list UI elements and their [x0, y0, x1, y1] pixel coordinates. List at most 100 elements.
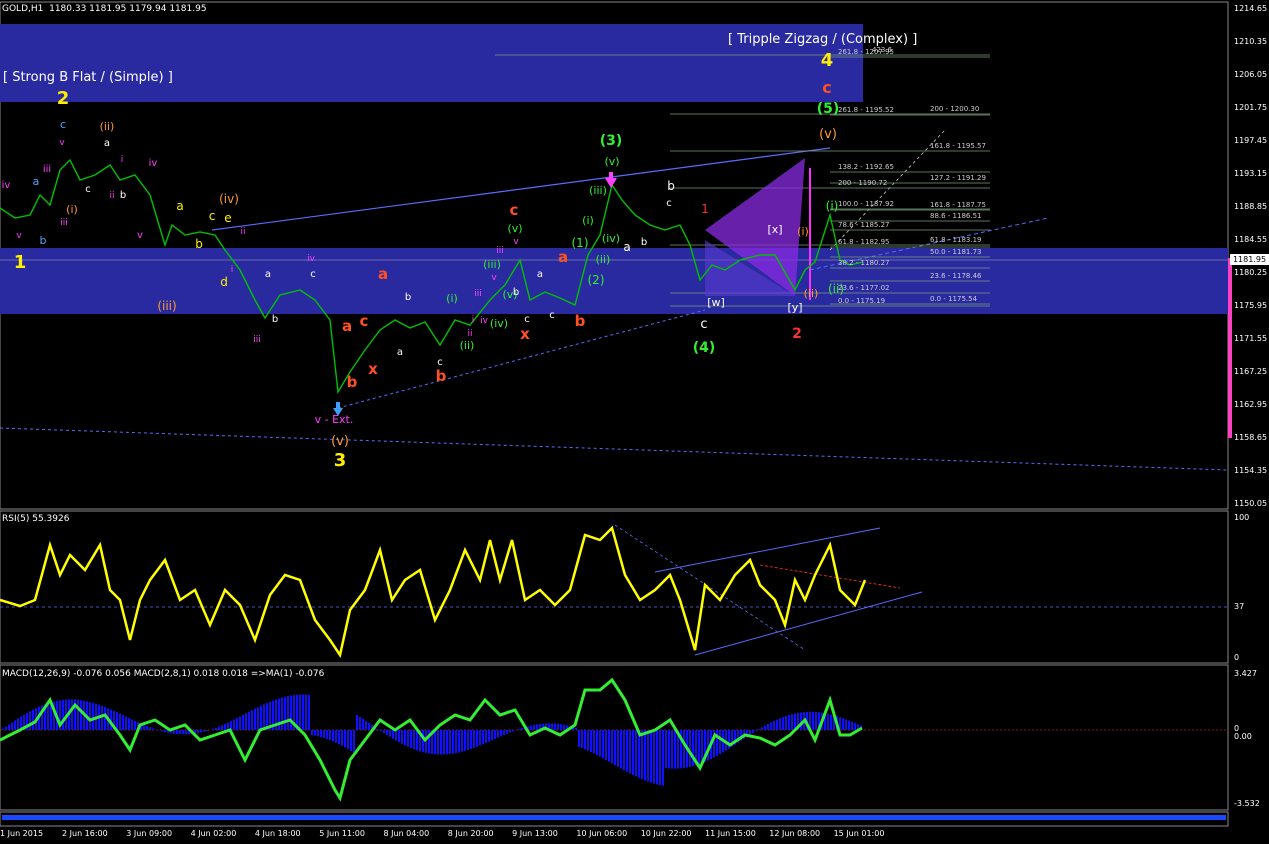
macd-histogram-bar [551, 723, 553, 730]
macd-histogram-bar [662, 730, 664, 786]
macd-histogram-bar [377, 729, 379, 730]
macd-histogram-bar [830, 714, 832, 730]
wave-label: b [405, 292, 411, 303]
wave-label: (v) [819, 127, 837, 142]
macd-histogram-bar [449, 730, 451, 755]
fibonacci-levels [495, 54, 990, 307]
macd-histogram-bar [800, 712, 802, 730]
price-axis-label: 1193.15 [1234, 169, 1268, 178]
price-axis-label: 1180.25 [1234, 268, 1268, 277]
macd-histogram-bar [356, 714, 358, 730]
macd-histogram-bar [827, 713, 829, 730]
macd-histogram-bar [164, 730, 166, 733]
macd-histogram-bar [794, 713, 796, 730]
macd-histogram-bar [623, 730, 625, 771]
macd-histogram-bar [824, 713, 826, 730]
macd-histogram-bar [11, 722, 13, 730]
time-axis-label: 15 Jun 01:00 [833, 829, 885, 838]
wave-label: c [310, 269, 316, 280]
right-dashed-trendline [809, 217, 1049, 271]
price-axis-label: 1184.55 [1234, 235, 1268, 244]
macd-histogram-bar [512, 730, 514, 732]
macd-histogram-bar [62, 699, 64, 730]
wave-label: c [822, 78, 831, 97]
macd-histogram-bar [380, 730, 382, 732]
time-axis-label: 3 Jun 09:00 [126, 829, 173, 838]
macd-histogram-bar [8, 724, 10, 730]
macd-histogram-bar [737, 730, 739, 743]
macd-histogram-bar [839, 717, 841, 730]
fib-level-label: 261.8 - 1195.52 [838, 106, 894, 114]
rsi-label: RSI(5) 55.3926 [2, 514, 70, 524]
macd-histogram-bar [719, 730, 721, 755]
macd-histogram-bar [746, 730, 748, 737]
wave-label: (iv) [490, 317, 508, 330]
macd-histogram-bar [185, 730, 187, 735]
banner-right: [ Tripple Zigzag / (Complex) ] [728, 32, 918, 47]
macd-histogram-bar [251, 710, 253, 730]
macd-histogram-bar [59, 700, 61, 730]
price-axis-label: 1175.95 [1234, 301, 1268, 310]
macd-histogram-bar [461, 730, 463, 752]
macd-histogram-bar [14, 720, 16, 730]
macd-histogram-bar [323, 730, 325, 738]
macd-histogram-bar [560, 724, 562, 730]
price-axis-label: 1214.65 [1234, 4, 1268, 13]
macd-histogram-bar [521, 728, 523, 730]
macd-histogram-bar [53, 701, 55, 730]
fib-level-label: 61.8 - 1183.19 [930, 236, 982, 244]
fib-level-label: 88.6 - 1186.51 [930, 212, 982, 220]
macd-histogram-bar [236, 718, 238, 730]
macd-histogram-bar [143, 724, 145, 730]
wave-label: e [224, 211, 231, 225]
macd-histogram-bar [260, 705, 262, 730]
macd-histogram-bar [32, 709, 34, 730]
wave-label: i [121, 155, 124, 165]
macd-histogram-bar [47, 703, 49, 730]
macd-line [0, 677, 863, 802]
macd-histogram-bar [629, 730, 631, 774]
wave-label: a [623, 240, 630, 254]
macd-histogram-bar [119, 713, 121, 730]
wave-label: c [524, 314, 530, 325]
fib-level-label: 261.8 - 1207.95 [838, 48, 894, 56]
macd-histogram-bar [749, 730, 751, 735]
wave-label: b [272, 314, 278, 325]
macd-histogram-bar [362, 718, 364, 730]
macd-histogram-bar [302, 694, 304, 730]
macd-histogram-bar [494, 730, 496, 740]
macd-histogram-bar [218, 726, 220, 730]
wave-label: (v) [604, 155, 619, 168]
macd-histogram-bar [758, 729, 760, 730]
wave-label: (i) [66, 203, 78, 216]
macd-histogram-bar [467, 730, 469, 750]
macd-histogram-bar [41, 705, 43, 730]
macd-histogram-bar [416, 730, 418, 751]
wave-label: a [558, 248, 568, 266]
macd-histogram-bar [668, 730, 670, 769]
macd-histogram-bar [287, 696, 289, 730]
macd-histogram-bar [584, 730, 586, 750]
wave-label: 4 [821, 50, 834, 71]
wave-label: d [220, 275, 228, 289]
macd-histogram-bar [791, 714, 793, 730]
price-axis-label: 1201.75 [1234, 103, 1268, 112]
macd-histogram-bar [125, 716, 127, 730]
macd-histogram-bar [539, 723, 541, 730]
macd-histogram-bar [197, 730, 199, 733]
fib-level-label: 50.0 - 1181.73 [930, 248, 982, 256]
macd-histogram-bar [641, 730, 643, 780]
macd-histogram-bar [161, 730, 163, 732]
macd-histogram-bar [842, 718, 844, 730]
macd-histogram-bar [605, 730, 607, 760]
wave-label: (v) [507, 222, 522, 235]
macd-pane-frame [0, 664, 1229, 811]
macd-histogram-bar [752, 730, 754, 733]
wave-label: a [104, 138, 110, 149]
wave-label: b [667, 179, 675, 193]
macd-histogram-bar [254, 708, 256, 730]
time-axis-label: 2 Jun 16:00 [62, 829, 108, 838]
macd-histogram-bar [599, 730, 601, 757]
fib-level-label: 23.6 - 1178.46 [930, 272, 982, 280]
